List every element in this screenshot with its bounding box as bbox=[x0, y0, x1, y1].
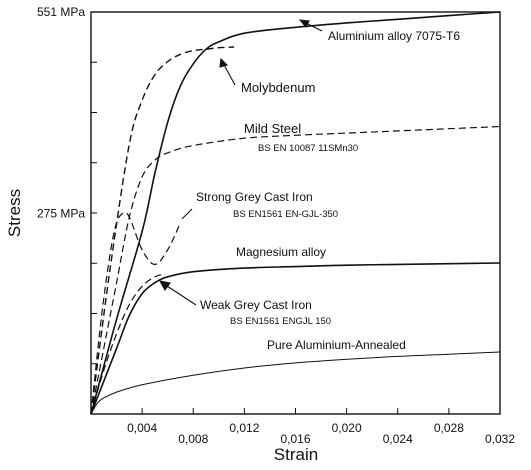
label-molybdenum: Molybdenum bbox=[241, 80, 315, 95]
tick-layer: 0,004 0,008 0,012 0,016 0,020 0,024 0,028 0,032… bbox=[37, 5, 515, 446]
annotation-arrows bbox=[158, 19, 323, 306]
label-magnesium-alloy: Magnesium alloy bbox=[236, 245, 326, 259]
series-line-magnesium-alloy bbox=[90, 262, 501, 415]
sublabel-mild-steel: BS EN 10087 11SMn30 bbox=[258, 143, 358, 154]
arrow-molybdenum-head bbox=[219, 57, 229, 68]
x-tick-label-5: 0,024 bbox=[383, 432, 413, 446]
y-tick-label-1: 275 MPa bbox=[37, 206, 85, 220]
series-line-molybdenum bbox=[90, 46, 235, 415]
series-layer bbox=[90, 11, 501, 415]
series-line-pure-aluminium-annealed bbox=[90, 351, 501, 415]
x-tick-label-2: 0,012 bbox=[229, 421, 259, 435]
sublabel-strong-grey-cast-iron: BS EN1561 EN-GJL-350 bbox=[233, 209, 338, 220]
arrow-weak-grey-cast-iron-head bbox=[158, 280, 171, 292]
series-line-weak-grey-cast-iron bbox=[90, 273, 166, 415]
series-line-aluminium-alloy-7075-t6 bbox=[90, 11, 501, 415]
y-tick-label-0: 551 MPa bbox=[37, 5, 85, 19]
series-line-strong-grey-cast-iron bbox=[90, 211, 182, 415]
x-axis-title: Strain bbox=[274, 445, 318, 464]
label-pure-aluminium-annealed: Pure Aluminium-Annealed bbox=[267, 338, 406, 352]
arrow-strong-grey-cast-iron bbox=[181, 208, 193, 220]
x-tick-label-1: 0,008 bbox=[178, 432, 208, 446]
x-tick-label-0: 0,004 bbox=[127, 421, 157, 435]
arrow-aluminium-7075-head bbox=[298, 19, 310, 28]
label-weak-grey-cast-iron: Weak Grey Cast Iron bbox=[200, 298, 312, 312]
label-aluminium-alloy-7075: Aluminium alloy 7075-T6 bbox=[328, 29, 460, 43]
arrow-weak-grey-cast-iron bbox=[163, 283, 197, 306]
label-strong-grey-cast-iron: Strong Grey Cast Iron bbox=[196, 190, 313, 204]
x-tick-label-6: 0,028 bbox=[434, 421, 464, 435]
x-tick-label-7: 0,032 bbox=[485, 432, 515, 446]
series-line-mild-steel bbox=[90, 125, 501, 415]
x-tick-label-4: 0,020 bbox=[332, 421, 362, 435]
x-tick-label-3: 0,016 bbox=[280, 432, 310, 446]
y-axis-title: Stress bbox=[5, 189, 24, 237]
label-mild-steel: Mild Steel bbox=[244, 121, 301, 136]
sublabel-weak-grey-cast-iron: BS EN1561 ENGJL 150 bbox=[230, 316, 331, 327]
